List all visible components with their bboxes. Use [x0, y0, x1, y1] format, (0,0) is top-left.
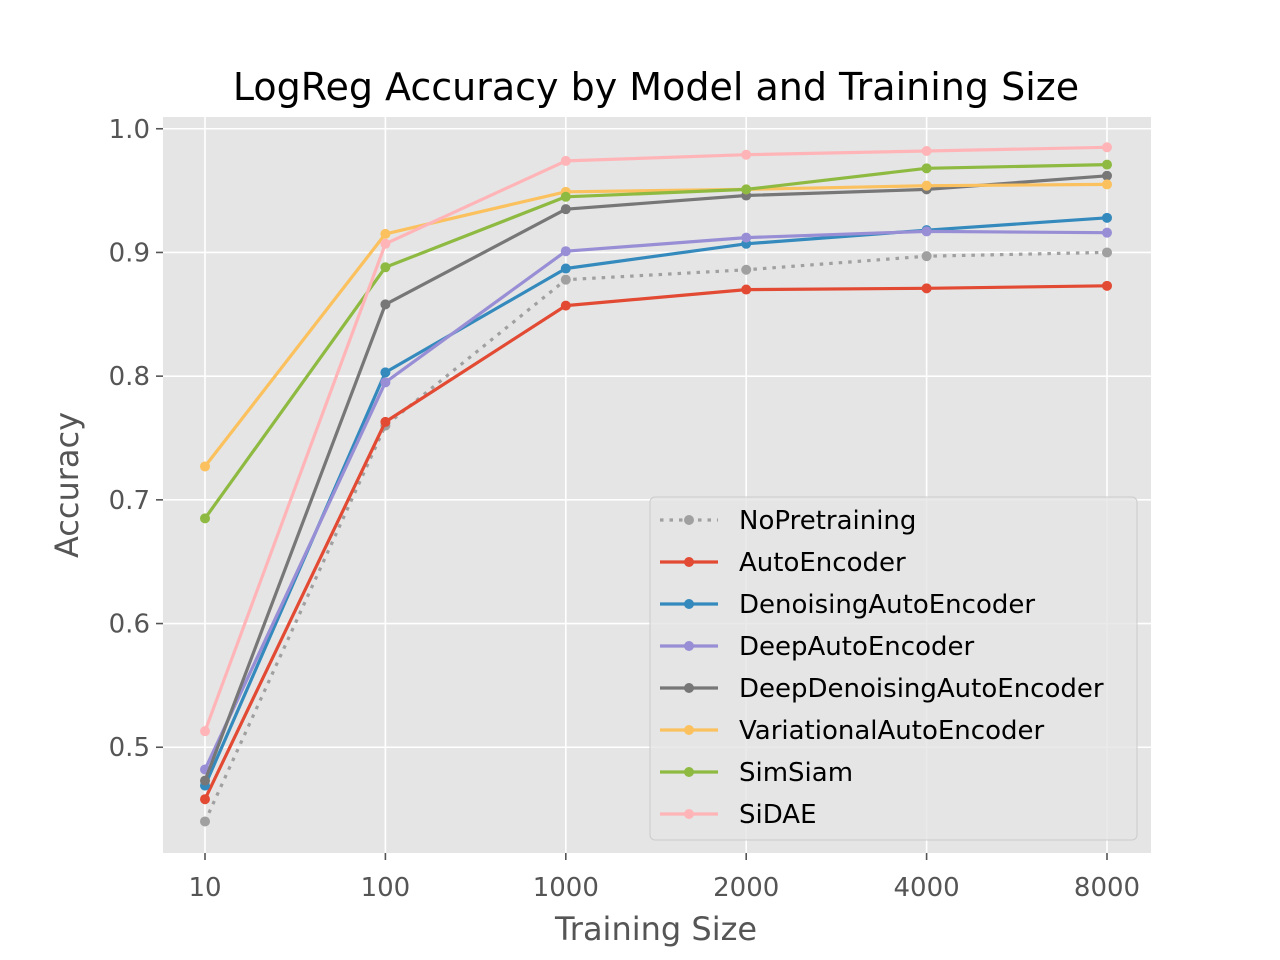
- data-point-sidae: [921, 146, 932, 157]
- series-sidae: [200, 142, 1112, 737]
- data-point-simsiam: [200, 513, 210, 524]
- x-tick-label: 2000: [713, 873, 779, 903]
- data-point-autoencoder: [921, 283, 932, 294]
- legend-marker-nopretraining: [684, 515, 694, 525]
- y-tick-label: 1.0: [109, 115, 150, 145]
- data-point-simsiam: [380, 262, 391, 273]
- data-point-deepautoencoder: [380, 377, 391, 388]
- y-tick-label: 0.5: [109, 733, 150, 763]
- series-line-deepdenoisingautoencoder: [203, 174, 1109, 783]
- legend-label-deepautoencoder: DeepAutoEncoder: [739, 632, 974, 662]
- data-point-sidae: [1102, 142, 1112, 153]
- y-tick-label: 0.8: [109, 362, 150, 392]
- data-point-autoencoder: [200, 794, 210, 805]
- data-point-sidae: [200, 726, 210, 737]
- x-axis-label: Training Size: [554, 910, 757, 948]
- series-nopretraining: [200, 247, 1112, 827]
- legend-box: [649, 496, 1138, 841]
- data-point-denoisingautoencoder: [560, 263, 571, 274]
- data-point-deepautoencoder: [921, 226, 932, 237]
- series-deepdenoisingautoencoder: [200, 170, 1112, 786]
- x-tick-label: 100: [361, 873, 411, 903]
- y-tick-label: 0.9: [109, 238, 150, 268]
- series-line-sidae: [203, 145, 1109, 733]
- legend-marker-autoencoder: [684, 557, 694, 567]
- data-point-simsiam: [1102, 159, 1112, 170]
- series-line-autoencoder: [203, 284, 1109, 801]
- data-point-denoisingautoencoder: [1102, 212, 1112, 223]
- data-point-nopretraining: [921, 251, 932, 262]
- legend-label-sidae: SiDAE: [739, 800, 817, 830]
- data-point-autoencoder: [560, 300, 571, 311]
- series-lines: [200, 142, 1112, 827]
- data-point-nopretraining: [741, 264, 752, 275]
- data-point-deepdenoisingautoencoder: [200, 775, 210, 786]
- data-point-sidae: [380, 238, 391, 249]
- data-point-simsiam: [560, 191, 571, 202]
- legend-items: NoPretraining AutoEncoder DenoisingAutoEnc…: [660, 506, 1104, 830]
- legend-marker-deepautoencoder: [684, 641, 694, 651]
- data-point-autoencoder: [1102, 280, 1112, 291]
- x-tick-label: 1000: [533, 873, 599, 903]
- data-point-deepautoencoder: [560, 246, 571, 257]
- series-line-nopretraining: [203, 250, 1108, 823]
- data-point-nopretraining: [200, 816, 210, 827]
- data-point-sidae: [741, 149, 752, 160]
- y-axis-label: Accuracy: [48, 412, 86, 558]
- legend-label-denoisingautoencoder: DenoisingAutoEncoder: [739, 590, 1035, 620]
- y-tick-label: 0.6: [109, 610, 150, 640]
- data-point-simsiam: [741, 184, 752, 195]
- data-point-autoencoder: [741, 284, 752, 295]
- legend: NoPretraining AutoEncoder DenoisingAutoEnc…: [649, 496, 1138, 841]
- data-point-deepautoencoder: [1102, 227, 1112, 238]
- data-point-autoencoder: [380, 416, 391, 427]
- data-point-variationalautoencoder: [200, 461, 210, 472]
- data-point-simsiam: [921, 163, 932, 174]
- data-point-deepautoencoder: [741, 232, 752, 243]
- legend-label-variationalautoencoder: VariationalAutoEncoder: [739, 716, 1044, 746]
- data-point-nopretraining: [1102, 247, 1112, 258]
- series-autoencoder: [200, 280, 1112, 805]
- legend-marker-simsiam: [684, 767, 694, 777]
- ticks: 10 100 1000 2000 4000 8000 0.5 0.6 0.7 0.8 0.9 1.0: [109, 115, 1140, 903]
- legend-label-deepdenoisingautoencoder: DeepDenoisingAutoEncoder: [739, 674, 1104, 704]
- data-point-deepdenoisingautoencoder: [560, 204, 571, 215]
- legend-marker-variationalautoencoder: [684, 725, 694, 735]
- chart-title: LogReg Accuracy by Model and Training Si…: [233, 65, 1079, 109]
- legend-marker-deepdenoisingautoencoder: [684, 683, 694, 693]
- x-tick-label: 10: [188, 873, 221, 903]
- data-point-variationalautoencoder: [921, 180, 932, 191]
- legend-marker-sidae: [684, 809, 694, 819]
- data-point-variationalautoencoder: [1102, 179, 1112, 190]
- x-tick-label: 4000: [894, 873, 960, 903]
- y-tick-label: 0.7: [109, 486, 150, 516]
- series-line-simsiam: [203, 163, 1109, 521]
- data-point-deepdenoisingautoencoder: [1102, 170, 1112, 181]
- legend-label-nopretraining: NoPretraining: [739, 506, 916, 536]
- legend-label-autoencoder: AutoEncoder: [739, 548, 906, 578]
- data-point-deepdenoisingautoencoder: [380, 299, 391, 310]
- data-point-variationalautoencoder: [380, 228, 391, 239]
- data-point-denoisingautoencoder: [380, 367, 391, 378]
- data-point-sidae: [560, 155, 571, 166]
- grid: [163, 117, 1151, 853]
- legend-label-simsiam: SimSiam: [739, 758, 853, 788]
- series-line-denoisingautoencoder: [203, 216, 1109, 788]
- series-line-variationalautoencoder: [203, 182, 1109, 468]
- series-simsiam: [200, 159, 1112, 524]
- data-point-nopretraining: [560, 274, 571, 285]
- legend-marker-denoisingautoencoder: [684, 599, 694, 609]
- x-tick-label: 8000: [1074, 873, 1140, 903]
- series-line-deepautoencoder: [203, 229, 1109, 772]
